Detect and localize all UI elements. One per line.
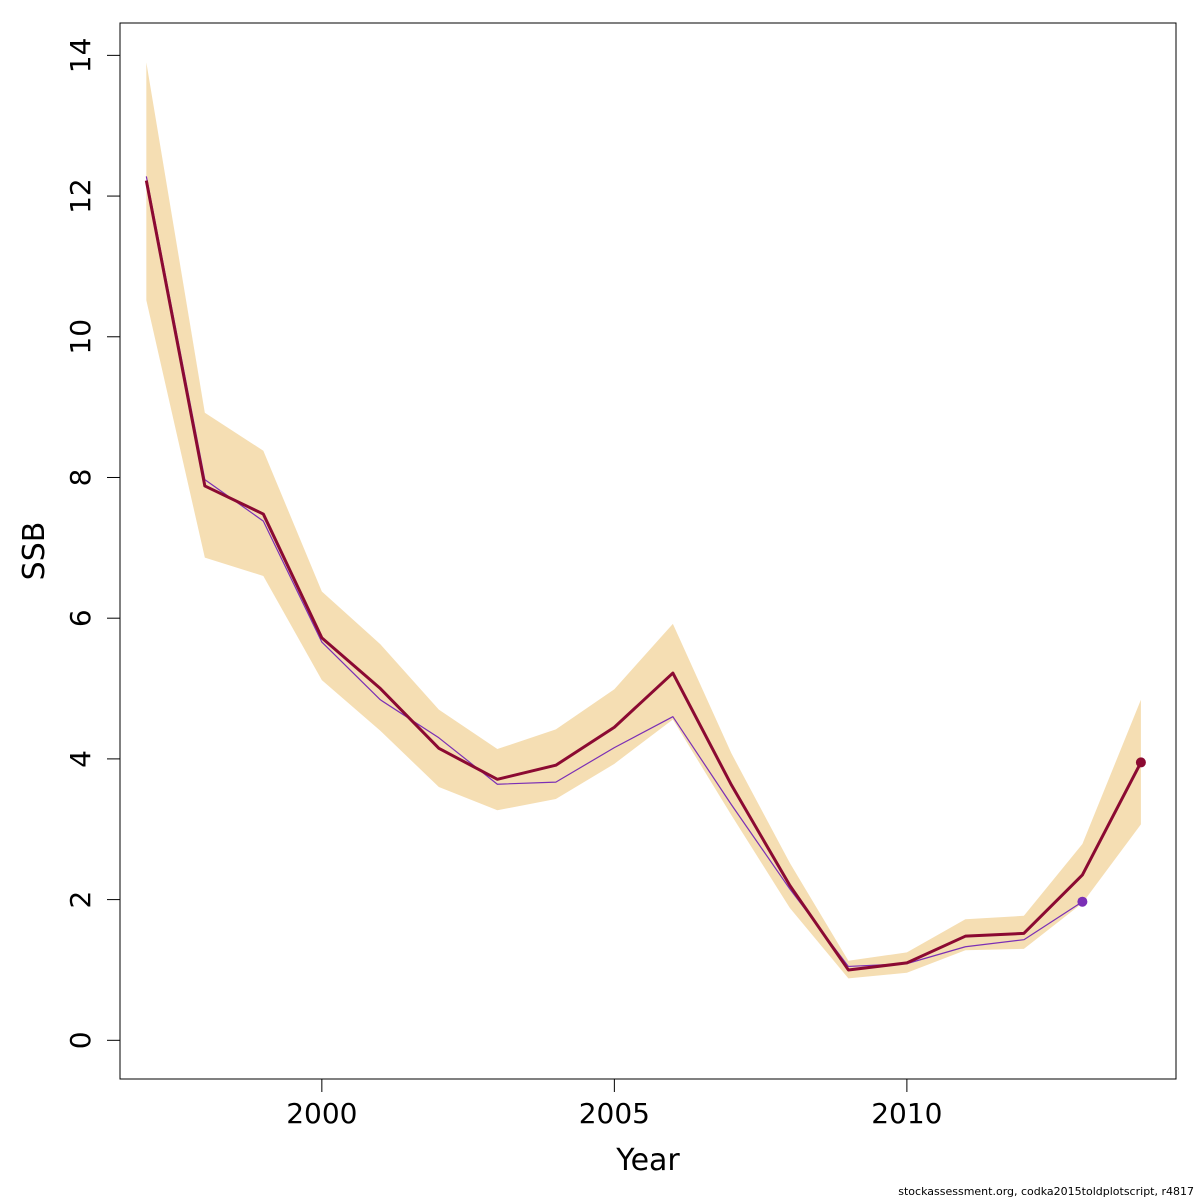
x-axis: 2000 2005 2010 [286, 1078, 943, 1130]
y-axis: 0 2 4 6 8 10 12 14 [64, 38, 121, 1049]
y-tick-label: 4 [64, 750, 97, 768]
main-series-line [144, 180, 1143, 972]
comparison-endpoint-marker [1077, 896, 1088, 907]
x-tick-label: 2010 [871, 1097, 942, 1130]
y-axis-title: SSB [17, 522, 52, 581]
x-tick-label: 2005 [579, 1097, 650, 1130]
footnote: stockassessment.org, codka2015toldplotsc… [898, 1185, 1194, 1198]
y-tick-label: 6 [64, 609, 97, 627]
endpoint-layer [146, 176, 1146, 970]
y-tick-label: 10 [64, 319, 97, 355]
main-endpoint-marker [1135, 757, 1146, 768]
y-tick-label: 0 [64, 1031, 97, 1049]
y-tick-label: 8 [64, 469, 97, 487]
y-tick-label: 2 [64, 891, 97, 909]
y-tick-label: 14 [64, 38, 97, 74]
x-tick-label: 2000 [286, 1097, 357, 1130]
x-axis-title: Year [615, 1143, 680, 1178]
y-tick-label: 12 [64, 178, 97, 214]
